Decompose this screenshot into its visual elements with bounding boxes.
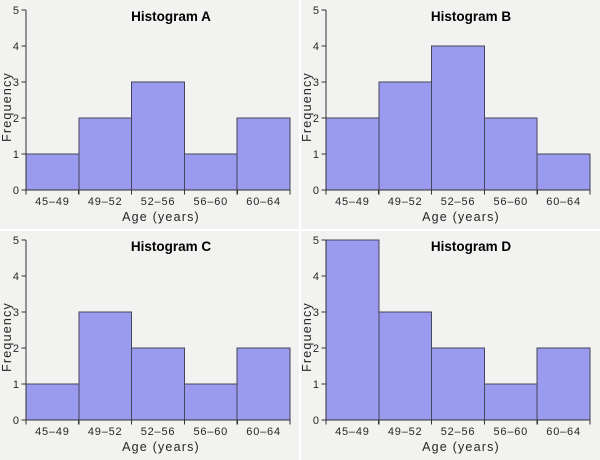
y-tick-label: 5 [313,235,319,247]
y-tick-label: 1 [13,149,19,161]
y-tick-label: 0 [313,415,319,427]
histogram-bar [483,383,538,421]
x-tick-label: 45–49 [335,196,370,208]
histogram-bar [325,239,380,421]
histogram-chart: 0 1 2 3 4 5 45–49 49–52 52–56 56–60 60–64 Histogram… [300,235,591,454]
histogram-bar [536,153,591,191]
y-axis-label: Frequency [0,302,14,372]
histogram-bar [483,117,538,191]
histogram-bar [78,117,133,191]
x-axis-label: Age (years) [422,210,500,224]
panel-histogram-d: 0 1 2 3 4 5 45–49 49–52 52–56 56–60 60–64 Histogram… [300,230,600,460]
x-tick-label: 60–64 [246,196,281,208]
x-tick-label: 52–56 [441,426,476,438]
histogram-bar [183,153,238,191]
y-tick-label: 2 [13,343,19,355]
histogram-bar [25,383,80,421]
y-tick-label: 3 [313,77,319,89]
x-tick-label: 45–49 [35,426,70,438]
panel-histogram-b: 0 1 2 3 4 5 45–49 49–52 52–56 56–60 60–64 Histogram… [300,0,600,230]
panel-histogram-c: 0 1 2 3 4 5 45–49 49–52 52–56 56–60 60–64 Histogram… [0,230,300,460]
y-tick-label: 0 [13,185,19,197]
x-axis-label: Age (years) [122,210,200,224]
panel-histogram-a: 0 1 2 3 4 5 45–49 49–52 52–56 56–60 60–64 Histogram… [0,0,300,230]
x-tick-label: 56–60 [194,196,229,208]
histogram-bar [236,347,291,421]
y-tick-label: 4 [313,271,319,283]
y-tick-label: 3 [13,307,19,319]
y-tick-label: 0 [13,415,19,427]
histogram-bar [78,311,133,421]
x-tick-label: 52–56 [141,426,176,438]
chart-title: Histogram C [131,239,212,254]
histogram-chart: 0 1 2 3 4 5 45–49 49–52 52–56 56–60 60–64 Histogram… [0,235,291,454]
histogram-bar [431,347,485,421]
histogram-bar [25,153,80,191]
y-tick-label: 1 [313,149,319,161]
chart-title: Histogram B [431,9,512,24]
histogram-bar [536,347,591,421]
x-tick-label: 56–60 [494,426,529,438]
y-tick-label: 2 [13,113,19,125]
chart-title: Histogram D [431,239,512,254]
x-tick-label: 60–64 [546,426,581,438]
y-tick-label: 5 [313,5,319,17]
x-tick-label: 45–49 [335,426,370,438]
histogram-bar [236,117,291,191]
y-tick-label: 5 [13,235,19,247]
x-tick-label: 45–49 [35,196,70,208]
y-axis-label: Frequency [0,72,14,142]
histogram-bar [325,117,380,191]
histogram-bar [431,45,485,191]
x-tick-label: 49–52 [388,196,423,208]
y-tick-label: 1 [313,379,319,391]
x-tick-label: 52–56 [141,196,176,208]
histogram-bar [183,383,238,421]
panel-divider-horizontal [0,229,600,231]
x-tick-label: 56–60 [494,196,529,208]
x-axis-label: Age (years) [422,440,500,454]
y-tick-label: 4 [313,41,319,53]
y-tick-label: 2 [313,113,319,125]
y-axis-label: Frequency [300,72,314,142]
x-tick-label: 49–52 [88,196,123,208]
histogram-chart: 0 1 2 3 4 5 45–49 49–52 52–56 56–60 60–64 Histogram… [0,5,291,224]
y-tick-label: 1 [13,379,19,391]
y-tick-label: 3 [13,77,19,89]
histogram-bar [131,81,185,191]
chart-title: Histogram A [131,9,211,24]
x-tick-label: 60–64 [246,426,281,438]
y-tick-label: 0 [313,185,319,197]
x-tick-label: 60–64 [546,196,581,208]
y-tick-label: 3 [313,307,319,319]
histogram-bar [378,81,433,191]
x-axis-label: Age (years) [122,440,200,454]
x-tick-label: 49–52 [88,426,123,438]
histogram-bar [131,347,185,421]
x-tick-label: 52–56 [441,196,476,208]
y-tick-label: 4 [13,41,19,53]
histogram-chart: 0 1 2 3 4 5 45–49 49–52 52–56 56–60 60–64 Histogram… [300,5,591,224]
y-tick-label: 5 [13,5,19,17]
y-tick-label: 2 [313,343,319,355]
histogram-bar [378,311,433,421]
x-tick-label: 49–52 [388,426,423,438]
y-axis-label: Frequency [300,302,314,372]
x-tick-label: 56–60 [194,426,229,438]
y-tick-label: 4 [13,271,19,283]
